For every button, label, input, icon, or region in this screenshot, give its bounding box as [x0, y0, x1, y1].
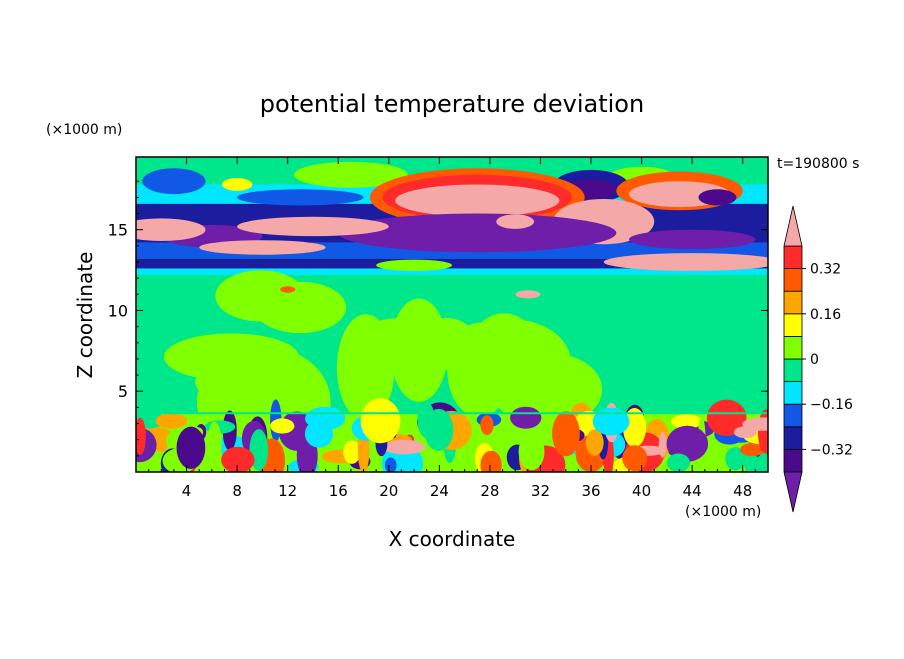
field-patch	[666, 425, 709, 462]
colorbar-tick-label: −0.32	[810, 442, 853, 458]
colorbar-swatch	[783, 335, 803, 360]
colorbar-swatch	[783, 358, 803, 383]
field-patch	[725, 447, 746, 471]
x-tick-label: 12	[278, 482, 297, 500]
x-tick-label: 32	[531, 482, 550, 500]
y-unit-label: (×1000 m)	[46, 122, 122, 138]
field-patch	[417, 401, 435, 438]
colorbar-swatch	[783, 448, 803, 473]
y-tick-label: 15	[108, 221, 128, 240]
field-patch	[237, 189, 364, 206]
x-tick-label: 8	[232, 482, 242, 500]
x-tick-label: 48	[733, 482, 752, 500]
y-tick-label: 10	[108, 301, 128, 320]
y-axis-title: Z coordinate	[73, 252, 97, 379]
y-axis: 5 10 15	[108, 180, 768, 457]
field-patch	[270, 418, 295, 434]
field-patch	[304, 419, 334, 448]
field-patch	[176, 426, 206, 469]
field-patch	[360, 398, 401, 444]
field-patch	[733, 426, 757, 439]
field-patch	[395, 184, 560, 217]
colorbar-tick-label: 0.16	[810, 307, 841, 323]
field-patch	[207, 421, 222, 467]
field-patch	[343, 440, 361, 464]
x-tick-label: 44	[683, 482, 702, 500]
x-tick-label: 4	[182, 482, 192, 500]
field-patch	[480, 415, 494, 435]
field-patch	[338, 213, 617, 253]
field-patch	[552, 411, 580, 457]
field-patch	[515, 290, 541, 299]
field-band	[136, 258, 768, 269]
colorbar: 0.32 0.16 0 −0.16 −0.32	[783, 205, 853, 513]
field-band	[136, 412, 768, 415]
field-patch	[698, 189, 737, 206]
field-patch	[658, 431, 667, 458]
colorbar-swatch	[783, 290, 803, 315]
field-patch	[757, 409, 768, 454]
colorbar-swatch	[783, 268, 803, 292]
field-patch	[622, 445, 648, 472]
field-patch	[376, 259, 452, 271]
colorbar-swatch	[783, 426, 803, 450]
colorbar-over-arrow	[783, 205, 803, 247]
field-patch	[518, 432, 545, 471]
field-band	[136, 268, 768, 275]
time-label: t=190800 s	[777, 156, 859, 172]
field-patch	[383, 439, 425, 455]
field-patch	[136, 218, 206, 241]
field-patch	[453, 319, 571, 405]
plot-area	[136, 157, 768, 472]
field-patch	[237, 216, 389, 237]
field-patch	[585, 429, 604, 456]
field-patch	[221, 446, 255, 472]
colorbar-swatch	[783, 381, 803, 405]
x-tick-label: 24	[430, 482, 449, 500]
field-patch	[199, 240, 326, 255]
field-patch	[384, 457, 397, 472]
chart-title: potential temperature deviation	[260, 90, 644, 118]
field-patch	[740, 442, 765, 457]
field-patch	[706, 399, 747, 436]
y-tick-label: 5	[118, 382, 128, 401]
field-patch	[592, 407, 630, 436]
colorbar-swatch	[783, 403, 803, 428]
field-patch	[221, 178, 253, 191]
x-tick-label: 16	[329, 482, 348, 500]
field-patch	[603, 253, 768, 271]
field-patch	[195, 362, 286, 402]
x-tick-label: 28	[480, 482, 499, 500]
field-patch	[671, 414, 702, 430]
contour-field	[136, 157, 768, 472]
field-patch	[496, 214, 535, 229]
x-unit-label: (×1000 m)	[685, 504, 761, 520]
field-patch	[480, 450, 502, 472]
x-axis: 4 8 12 16 20 24 28 32 36 40 44 48	[148, 157, 756, 500]
field-patch	[667, 453, 690, 472]
field-patch	[510, 406, 542, 429]
x-tick-label: 40	[632, 482, 651, 500]
colorbar-swatch	[783, 313, 803, 337]
colorbar-swatch	[783, 245, 803, 270]
field-band	[136, 274, 768, 282]
field-patch	[253, 281, 347, 334]
x-tick-label: 36	[581, 482, 600, 500]
field-patch	[294, 161, 408, 188]
colorbar-tick-label: −0.16	[810, 397, 853, 413]
field-patch	[142, 168, 206, 195]
field-patch	[336, 314, 395, 422]
colorbar-tick-label: 0	[810, 352, 819, 368]
x-axis-title: X coordinate	[389, 527, 516, 551]
field-patch	[628, 229, 756, 250]
colorbar-tick-label: 0.32	[810, 262, 841, 278]
field-patch	[136, 417, 146, 455]
colorbar-under-arrow	[783, 471, 803, 513]
x-tick-label: 20	[379, 482, 398, 500]
field-patch	[155, 413, 188, 429]
field-patch	[280, 286, 296, 293]
